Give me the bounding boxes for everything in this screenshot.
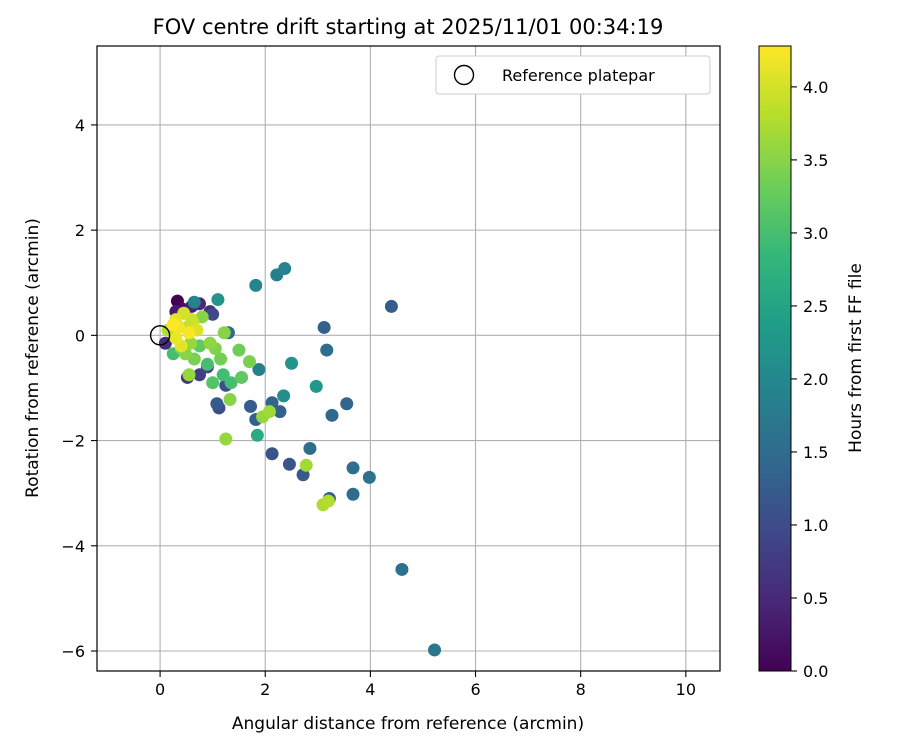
data-point xyxy=(182,368,196,382)
data-point xyxy=(187,295,201,309)
chart-title: FOV centre drift starting at 2025/11/01 … xyxy=(153,15,664,39)
data-point xyxy=(362,470,376,484)
x-tick-label: 10 xyxy=(676,680,696,699)
data-point xyxy=(216,368,230,382)
data-point xyxy=(219,432,233,446)
colorbar-tick-label: 0.0 xyxy=(803,662,828,681)
y-tick-label: 0 xyxy=(75,326,85,345)
colorbar-tick-label: 1.5 xyxy=(803,443,828,462)
data-point xyxy=(169,331,183,345)
scatter-points xyxy=(158,262,442,657)
data-point xyxy=(250,428,264,442)
data-point xyxy=(346,487,360,501)
y-axis-label: Rotation from reference (arcmin) xyxy=(23,218,43,498)
y-tick-label: −2 xyxy=(61,432,85,451)
data-point xyxy=(224,376,238,390)
colorbar: 0.0 0.5 1.0 1.5 2.0 2.5 3.0 3.5 4.0 Hours from f… xyxy=(758,45,866,681)
data-point xyxy=(384,299,398,313)
x-tick-label: 2 xyxy=(260,680,270,699)
x-tick-label: 6 xyxy=(470,680,480,699)
data-point xyxy=(340,397,354,411)
x-tick-label: 0 xyxy=(155,680,165,699)
data-point xyxy=(206,307,220,321)
reference-layer xyxy=(149,325,171,346)
data-point xyxy=(303,441,317,455)
grid-lines xyxy=(97,46,720,671)
data-point xyxy=(244,399,258,413)
data-point xyxy=(262,405,276,419)
data-point xyxy=(299,458,313,472)
colorbar-tick-label: 0.5 xyxy=(803,589,828,608)
data-point xyxy=(265,447,279,461)
data-point xyxy=(217,326,231,340)
x-tick-label: 8 xyxy=(576,680,586,699)
colorbar-tick-label: 2.0 xyxy=(803,370,828,389)
data-point xyxy=(223,393,237,407)
data-point xyxy=(182,326,196,340)
data-point xyxy=(200,357,214,371)
y-axis-ticks: −6 −4 −2 0 2 4 xyxy=(61,116,97,661)
data-point xyxy=(166,318,180,332)
colorbar-tick-label: 4.0 xyxy=(803,78,828,97)
data-point xyxy=(278,262,292,276)
legend-box xyxy=(435,55,711,95)
data-point xyxy=(321,494,335,508)
data-point xyxy=(325,408,339,422)
data-point xyxy=(211,293,225,307)
colorbar-tick-label: 1.0 xyxy=(803,516,828,535)
colorbar-gradient xyxy=(758,45,792,672)
data-point xyxy=(235,370,249,384)
data-point xyxy=(317,320,331,334)
data-point xyxy=(395,562,409,576)
colorbar-label: Hours from first FF file xyxy=(846,263,866,453)
y-tick-label: −6 xyxy=(61,642,85,661)
data-point xyxy=(277,389,291,403)
legend: Reference platepar xyxy=(435,55,711,95)
x-axis-label: Angular distance from reference (arcmin) xyxy=(232,714,584,734)
data-point xyxy=(273,405,287,419)
data-point xyxy=(346,461,360,475)
colorbar-tick-label: 3.5 xyxy=(803,151,828,170)
colorbar-tick-label: 3.0 xyxy=(803,224,828,243)
data-point xyxy=(203,336,217,350)
y-tick-label: 2 xyxy=(75,221,85,240)
y-tick-label: 4 xyxy=(75,116,85,135)
reference-platepar-marker xyxy=(149,325,171,346)
y-tick-label: −4 xyxy=(61,537,85,556)
data-point xyxy=(249,278,263,292)
x-tick-label: 4 xyxy=(365,680,375,699)
legend-reference-marker xyxy=(453,64,475,86)
data-point xyxy=(195,310,209,324)
data-point xyxy=(214,352,228,366)
data-point xyxy=(320,343,334,357)
legend-reference-label: Reference platepar xyxy=(502,66,655,85)
data-point xyxy=(206,376,220,390)
x-axis-ticks: 0 2 4 6 8 10 xyxy=(155,671,696,699)
data-point xyxy=(252,363,266,377)
colorbar-tick-label: 2.5 xyxy=(803,297,828,316)
data-point xyxy=(242,355,256,369)
data-point xyxy=(285,356,299,370)
data-point xyxy=(309,379,323,393)
data-point xyxy=(232,343,246,357)
colorbar-ticks: 0.0 0.5 1.0 1.5 2.0 2.5 3.0 3.5 4.0 xyxy=(791,78,828,681)
data-point xyxy=(282,457,296,471)
plot-frame xyxy=(96,45,721,672)
data-point xyxy=(428,643,442,657)
data-point xyxy=(193,368,207,382)
data-point xyxy=(210,397,224,411)
